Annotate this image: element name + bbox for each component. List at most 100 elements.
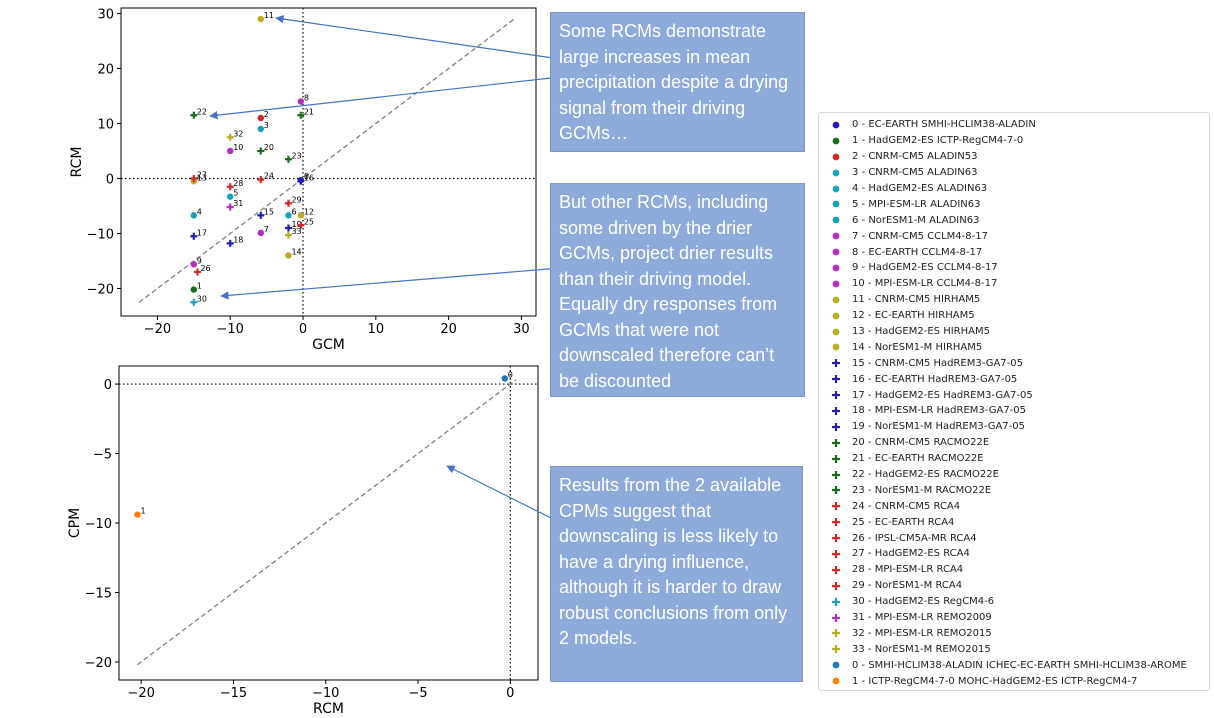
point-2: [257, 114, 264, 122]
point-16: [297, 177, 305, 185]
legend-label: 30 - HadGEM2-ES RegCM4-6: [852, 596, 995, 608]
point-14: [285, 252, 292, 259]
y-axis-label: RCM: [69, 147, 85, 178]
point-label: 33: [291, 227, 301, 236]
legend-entry: 32 - MPI-ESM-LR REMO2015: [829, 626, 1209, 642]
legend-label: 24 - CNRM-CM5 RCA4: [852, 500, 961, 512]
plus-marker-icon: [832, 597, 840, 606]
point-32: [226, 133, 234, 141]
legend-label: 8 - EC-EARTH CCLM4-8-17: [852, 246, 983, 258]
x-tick-label: −20: [144, 322, 171, 337]
y-tick-label: −15: [85, 586, 112, 601]
legend-label: 9 - HadGEM2-ES CCLM4-8-17: [852, 262, 998, 274]
point-label: 21: [304, 107, 314, 116]
dot-marker-icon: [832, 216, 840, 224]
legend-entry: 27 - HadGEM2-ES RCA4: [829, 546, 1209, 562]
legend-entry: 6 - NorESM1-M ALADIN63: [829, 212, 1209, 228]
point-label: 30: [197, 294, 207, 303]
plus-marker-icon: [832, 629, 840, 638]
scatter-rcm-vs-cpm: −20 −15 −10 −5 0 −20 −15 −10 −5 0 RCM CPM 0 1: [67, 365, 539, 717]
point-label: 22: [197, 107, 207, 116]
legend-entry: 24 - CNRM-CM5 RCA4: [829, 498, 1209, 514]
x-tick-label: 10: [368, 322, 385, 337]
legend-label: 33 - NorESM1-M REMO2015: [852, 643, 991, 655]
x-tick-label: 30: [513, 322, 530, 337]
legend-entry: 23 - NorESM1-M RACMO22E: [829, 482, 1209, 498]
dot-marker-icon: [832, 153, 840, 161]
legend-entry: 3 - CNRM-CM5 ALADIN63: [829, 165, 1209, 181]
point-9: [190, 261, 198, 268]
point-24: [257, 176, 265, 184]
legend-entry: 30 - HadGEM2-ES RegCM4-6: [829, 594, 1209, 610]
point-label: 2: [264, 110, 269, 119]
legend-entry: 7 - CNRM-CM5 CCLM4-8-17: [829, 228, 1209, 244]
legend-entry: 4 - HadGEM2-ES ALADIN63: [829, 181, 1209, 197]
plus-marker-icon: [832, 406, 840, 415]
point-17: [190, 232, 198, 240]
legend-entry: 16 - EC-EARTH HadREM3-GA7-05: [829, 371, 1209, 387]
legend-entry: 29 - NorESM1-M RCA4: [829, 578, 1209, 594]
legend-label: 21 - EC-EARTH RACMO22E: [852, 453, 984, 465]
legend: 0 - EC-EARTH SMHI-HCLIM38-ALADIN 1 - HadG…: [818, 112, 1210, 691]
legend-entry: 22 - HadGEM2-ES RACMO22E: [829, 467, 1209, 483]
plot-frame: [118, 365, 539, 681]
plus-marker-icon: [832, 470, 840, 479]
callout-arrow: [275, 14, 561, 60]
point-19: [284, 224, 292, 232]
plus-marker-icon: [832, 645, 840, 654]
dot-marker-icon: [832, 137, 840, 145]
x-tick-label: 20: [440, 322, 457, 337]
x-tick-label: 0: [299, 322, 307, 337]
point-27: [190, 175, 198, 182]
point-label: 7: [264, 225, 269, 234]
point-8: [297, 98, 305, 105]
point-5: [227, 193, 234, 200]
point-7: [257, 229, 264, 237]
legend-label: 5 - MPI-ESM-LR ALADIN63: [852, 198, 981, 210]
legend-label: 0 - SMHI-HCLIM38-ALADIN ICHEC-EC-EARTH S…: [852, 659, 1187, 671]
legend-label: 2 - CNRM-CM5 ALADIN53: [852, 151, 978, 163]
point-label: 20: [264, 143, 274, 152]
point-1: [134, 511, 141, 518]
y-tick-label: −20: [85, 656, 112, 671]
point-label: 28: [233, 179, 243, 188]
point-3: [257, 125, 264, 133]
plus-marker-icon: [832, 375, 840, 384]
legend-label: 17 - HadGEM2-ES HadREM3-GA7-05: [852, 389, 1033, 401]
plus-marker-icon: [832, 359, 840, 368]
point-label: 10: [233, 143, 243, 152]
x-tick-label: 0: [506, 686, 514, 701]
legend-label: 20 - CNRM-CM5 RACMO22E: [852, 437, 990, 449]
point-22: [190, 111, 198, 119]
dot-marker-icon: [832, 328, 840, 335]
dot-marker-icon: [832, 248, 840, 256]
plus-marker-icon: [832, 581, 840, 590]
legend-label: 14 - NorESM1-M HIRHAM5: [852, 341, 983, 353]
point-label: 26: [200, 264, 210, 273]
legend-label: 1 - HadGEM2-ES ICTP-RegCM4-7-0: [852, 135, 1024, 147]
point-label: 14: [291, 248, 301, 257]
point-28: [226, 183, 234, 191]
point-11: [257, 15, 264, 23]
legend-entry: 5 - MPI-ESM-LR ALADIN63: [829, 196, 1209, 212]
point-label: 11: [264, 11, 274, 20]
point-label: 9: [197, 256, 202, 265]
y-tick-label: −10: [85, 517, 112, 532]
point-label: 6: [291, 207, 296, 216]
x-tick-label: −10: [216, 322, 243, 337]
plot-frame: [120, 7, 537, 317]
point-label: 27: [197, 171, 207, 180]
legend-label: 4 - HadGEM2-ES ALADIN63: [852, 183, 988, 194]
callout-arrow: [220, 267, 561, 300]
point-label: 32: [233, 129, 243, 138]
plus-marker-icon: [832, 534, 840, 543]
legend-label: 0 - EC-EARTH SMHI-HCLIM38-ALADIN: [852, 119, 1036, 131]
x-axis-label: GCM: [312, 337, 345, 353]
legend-entry: 14 - NorESM1-M HIRHAM5: [829, 339, 1209, 355]
x-tick-label: −20: [127, 686, 154, 701]
y-tick-label: 0: [106, 173, 114, 188]
point-21: [297, 111, 305, 119]
legend-entry: 21 - EC-EARTH RACMO22E: [829, 451, 1209, 467]
plus-marker-icon: [832, 549, 840, 558]
